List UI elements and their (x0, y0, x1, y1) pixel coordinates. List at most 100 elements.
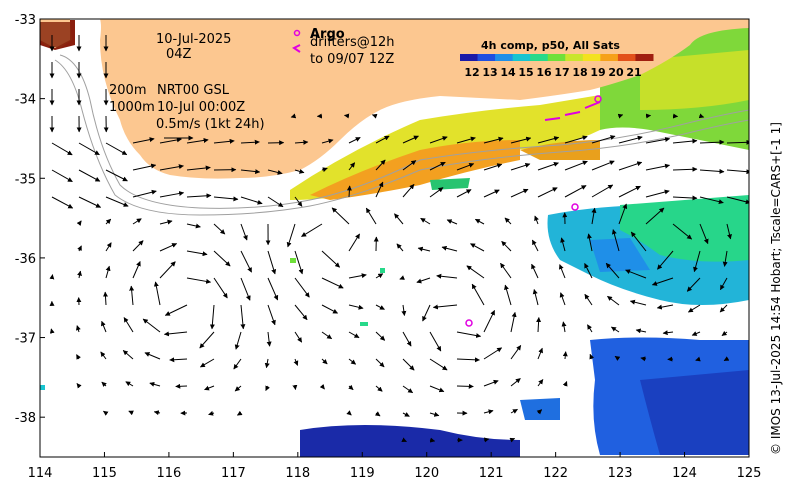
current-vector (105, 218, 112, 225)
current-vector (234, 385, 242, 392)
current-vector (456, 162, 475, 171)
current-vector (100, 351, 107, 360)
current-vector (726, 223, 732, 240)
current-vector (153, 410, 161, 416)
current-vector (726, 196, 749, 205)
current-vector (500, 262, 512, 279)
current-vector (402, 183, 415, 198)
current-vector (559, 264, 566, 279)
current-vector (51, 142, 73, 156)
drifter-legend-label: drifters@12h (310, 35, 395, 50)
current-vector (532, 288, 539, 306)
current-vector (159, 191, 185, 198)
colorbar-segment (460, 54, 479, 61)
current-vector (584, 263, 593, 279)
current-vector (436, 273, 458, 279)
current-vector (470, 243, 485, 252)
current-vector (611, 326, 620, 333)
current-vector (456, 331, 482, 338)
colorbar-tick: 17 (554, 66, 569, 79)
current-vector (402, 331, 412, 347)
current-vector (164, 304, 188, 316)
current-vector (375, 273, 384, 279)
current-vector (204, 385, 215, 391)
current-vector (483, 163, 503, 171)
current-vector (267, 277, 279, 301)
current-vector (672, 223, 693, 240)
colorbar-tick: 15 (518, 66, 533, 79)
drifter-tracks (544, 101, 601, 121)
current-vector (396, 243, 404, 252)
current-vector (401, 437, 407, 442)
y-tick-label: -33 (15, 13, 36, 28)
current-vector (213, 277, 228, 299)
current-vector (75, 325, 81, 333)
current-vector (132, 218, 142, 225)
current-vector (537, 136, 560, 144)
current-vector (562, 381, 568, 387)
current-vector (562, 351, 568, 360)
current-vector (591, 184, 614, 198)
current-vector (394, 213, 404, 225)
current-vector (200, 358, 215, 368)
current-vector (432, 304, 458, 310)
current-vector (537, 379, 544, 387)
current-vector (375, 304, 385, 310)
current-vector (651, 277, 674, 286)
current-vector (132, 261, 141, 279)
colorbar-segment (617, 54, 636, 61)
current-vector (564, 185, 587, 198)
current-vector (399, 275, 405, 280)
x-tick-labels: 114 115 116 117 118 119 120 121 122 123 124 125 (28, 466, 762, 481)
current-vector (209, 304, 215, 330)
current-vector (726, 139, 749, 145)
colorbar-tick: 18 (572, 66, 587, 79)
current-vector (290, 113, 297, 119)
current-vector (618, 203, 628, 225)
depth-1000-label: 1000m (109, 100, 155, 115)
current-vector (240, 277, 251, 301)
colorbar-segment (600, 54, 619, 61)
current-vector (348, 304, 364, 310)
x-tick-label: 115 (92, 466, 117, 481)
current-vector (560, 237, 566, 252)
current-vector (531, 263, 539, 279)
product-time-label: 10-Jul 00:00Z (157, 100, 245, 115)
current-vector (132, 163, 157, 171)
current-vector (630, 231, 647, 252)
current-vector (240, 304, 246, 330)
current-vector (267, 304, 276, 326)
current-vector (159, 137, 182, 144)
current-vector (429, 411, 440, 417)
x-tick-label: 117 (221, 466, 246, 481)
current-vector (726, 169, 749, 175)
colorbar-tick: 13 (482, 66, 497, 79)
current-vector (78, 142, 100, 156)
current-vector (584, 293, 593, 306)
current-vector (294, 277, 310, 298)
colorbar-segment (530, 54, 549, 61)
x-tick-label: 125 (737, 466, 762, 481)
current-vectors (49, 34, 749, 443)
colorbar-segment (582, 54, 601, 61)
current-vector (375, 385, 383, 392)
current-vector (693, 250, 701, 273)
current-vector (483, 347, 503, 360)
current-vector (429, 358, 448, 371)
current-vector (504, 217, 512, 225)
current-vector (77, 245, 82, 252)
current-vector (76, 383, 82, 389)
current-vector (723, 356, 730, 362)
current-vector (343, 113, 350, 119)
current-vector (645, 137, 671, 144)
current-vector (589, 353, 595, 360)
current-vector (294, 139, 309, 145)
current-vector (375, 358, 385, 368)
argo-legend-icon (293, 29, 301, 37)
current-vector (294, 168, 305, 174)
x-tick-label: 116 (156, 466, 181, 481)
current-vector (537, 347, 543, 360)
current-vector (699, 168, 725, 174)
colorbar (460, 54, 654, 61)
